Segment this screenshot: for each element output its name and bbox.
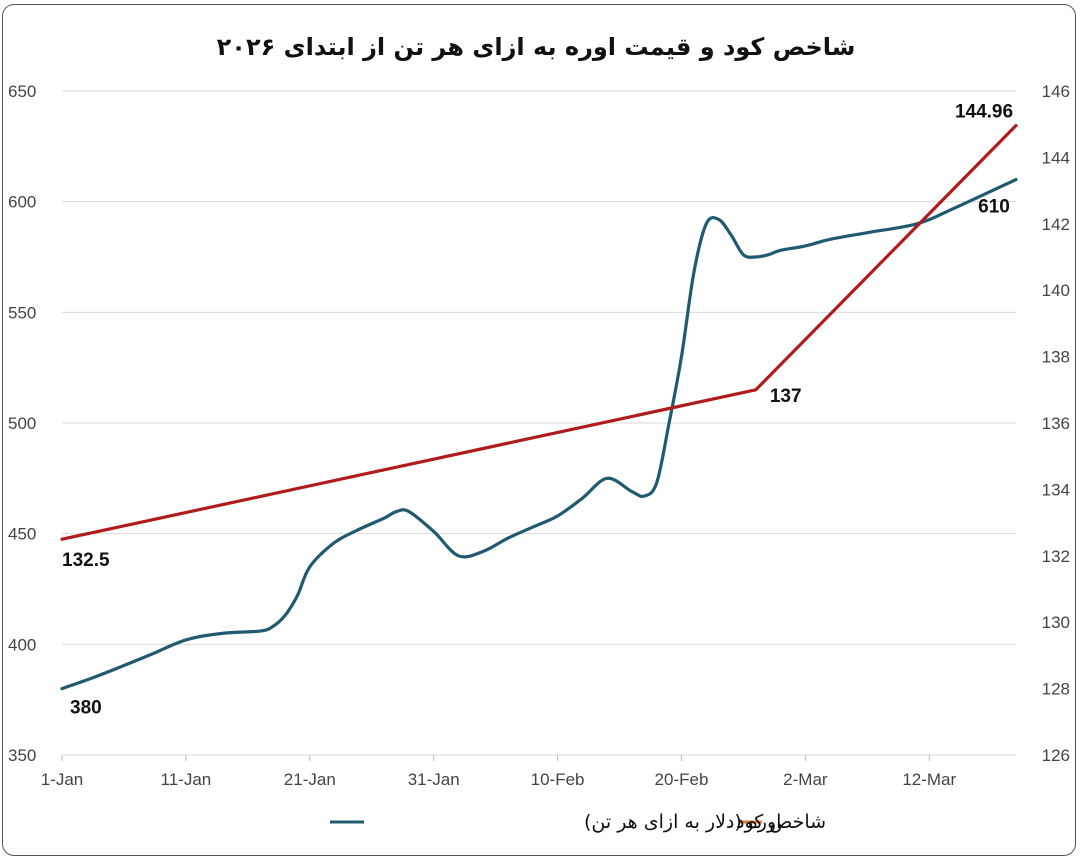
gridlines: [62, 90, 1016, 756]
chart-frame: [2, 4, 1076, 856]
data-label: 380: [70, 698, 102, 719]
urea-price-line: [60, 177, 1018, 691]
x-tick-label: 21-Jan: [284, 770, 336, 789]
x-tick-label: 31-Jan: [408, 770, 460, 789]
data-label: 137: [770, 386, 802, 407]
y-right-tick-label: 144: [1042, 148, 1070, 167]
data-labels: 380 610 132.5 137 144.96: [62, 102, 1013, 719]
y-right-tick-label: 146: [1042, 82, 1070, 101]
data-label: 610: [978, 197, 1010, 218]
x-tick-label: 1-Jan: [41, 770, 84, 789]
axis-ticks: 350 400 450 500 550 600 650 126 128 130 132 134 136 1…: [8, 82, 1070, 789]
series-lines: [60, 123, 1018, 691]
data-label: 132.5: [62, 550, 110, 571]
y-right-tick-label: 128: [1042, 680, 1070, 699]
y-right-tick-label: 130: [1042, 613, 1070, 632]
x-tick-label: 11-Jan: [161, 770, 212, 789]
legend-label-fertilizer-index: شاخص کود: [736, 811, 826, 833]
y-left-tick-label: 400: [8, 635, 36, 654]
fertilizer-index-line: [60, 123, 1018, 541]
y-right-tick-label: 136: [1042, 414, 1070, 433]
x-tick-label: 2-Mar: [783, 770, 828, 789]
y-right-tick-label: 138: [1042, 348, 1070, 367]
y-left-tick-label: 450: [8, 525, 36, 544]
y-right-tick-label: 140: [1042, 281, 1070, 300]
y-left-tick-label: 650: [8, 82, 36, 101]
x-tick-label: 20-Feb: [655, 770, 709, 789]
y-right-tick-label: 134: [1042, 480, 1070, 499]
data-label: 144.96: [955, 102, 1013, 123]
legend-label-urea: اوره (دلار به ازای هر تن): [584, 811, 781, 833]
y-left-tick-label: 350: [8, 746, 36, 765]
chart-title: شاخص کود و قیمت اوره به ازای هر تن از اب…: [217, 33, 856, 61]
y-right-tick-label: 126: [1042, 746, 1070, 765]
y-right-tick-label: 142: [1042, 215, 1070, 234]
x-tick-label: 12-Mar: [902, 770, 956, 789]
y-left-tick-label: 500: [8, 414, 36, 433]
y-left-tick-label: 550: [8, 303, 36, 322]
x-tick-label: 10-Feb: [531, 770, 585, 789]
y-left-tick-label: 600: [8, 193, 36, 212]
y-right-tick-label: 132: [1042, 547, 1070, 566]
